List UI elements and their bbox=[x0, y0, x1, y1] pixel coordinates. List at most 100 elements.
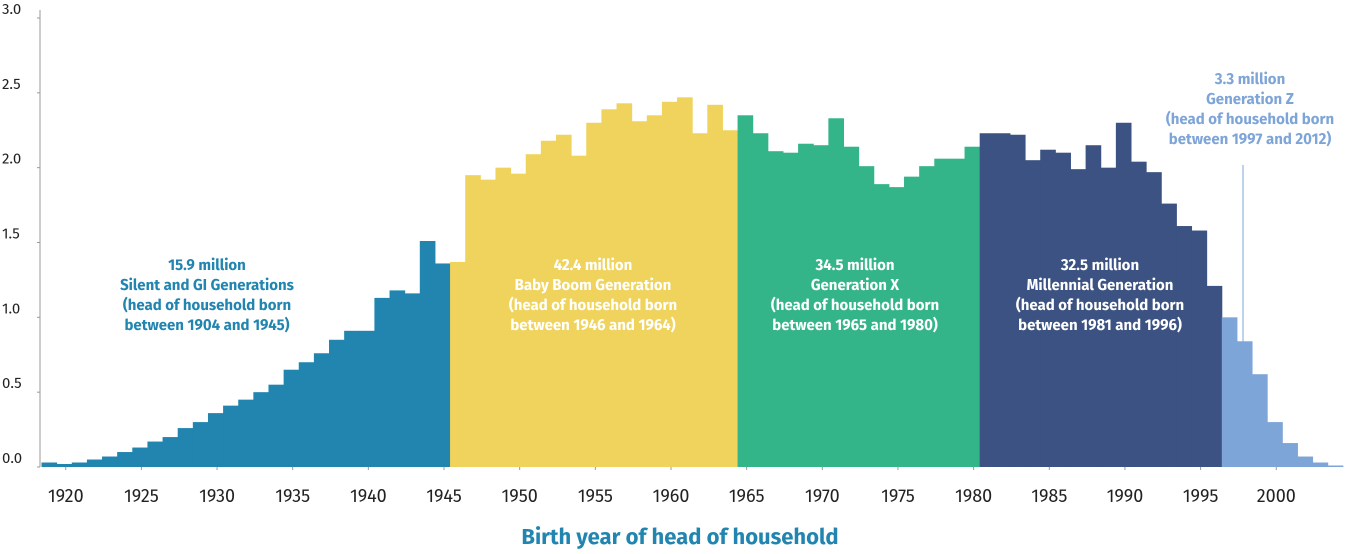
annotation: 32.5 million bbox=[1060, 256, 1139, 274]
bar bbox=[434, 263, 451, 467]
x-tick-label: 1990 bbox=[1107, 485, 1144, 507]
bar bbox=[525, 154, 542, 468]
annotation: (head of household born bbox=[771, 296, 939, 314]
x-tick-label: 1950 bbox=[502, 485, 538, 507]
y-tick-label: 0.0 bbox=[2, 449, 22, 467]
annotation: (head of household born bbox=[123, 296, 291, 314]
bar bbox=[828, 118, 844, 467]
bar bbox=[56, 464, 73, 467]
bar bbox=[873, 184, 890, 467]
x-tick-label: 1925 bbox=[124, 485, 159, 507]
bar bbox=[1252, 374, 1268, 467]
bar bbox=[223, 405, 239, 467]
bar bbox=[510, 173, 527, 468]
y-tick-label: 2.5 bbox=[2, 75, 21, 93]
bar bbox=[238, 399, 254, 467]
bar bbox=[752, 133, 769, 467]
bar bbox=[1176, 226, 1193, 467]
bar bbox=[1206, 285, 1223, 467]
annotation: between 1904 and 1945) bbox=[124, 316, 289, 334]
bar bbox=[1312, 462, 1329, 467]
bar bbox=[919, 166, 935, 468]
annotation: 3.3 million bbox=[1214, 70, 1285, 88]
annotation: between 1946 and 1964) bbox=[510, 316, 675, 334]
annotation: 15.9 million bbox=[168, 256, 246, 274]
bar bbox=[1025, 160, 1041, 467]
annotation: (head of household born bbox=[1166, 110, 1334, 128]
annotation: 34.5 million bbox=[814, 256, 894, 274]
bar bbox=[117, 452, 133, 467]
bar bbox=[616, 103, 633, 467]
bar bbox=[722, 130, 739, 467]
bar bbox=[253, 392, 269, 467]
bar bbox=[782, 152, 799, 467]
bar bbox=[344, 330, 360, 467]
bar bbox=[329, 339, 345, 467]
annotation: (head of household born bbox=[1016, 296, 1184, 314]
annotation: Silent and GI Generations bbox=[120, 276, 294, 294]
bar bbox=[1191, 230, 1208, 467]
bar bbox=[1282, 443, 1298, 467]
bar bbox=[298, 362, 315, 467]
bar bbox=[419, 241, 436, 467]
bar bbox=[1130, 161, 1147, 467]
bar bbox=[71, 462, 88, 467]
y-tick-label: 0.5 bbox=[2, 374, 22, 392]
x-axis-label: Birth year of head of household bbox=[521, 523, 838, 550]
x-tick-label: 1930 bbox=[199, 485, 235, 507]
bar bbox=[646, 115, 663, 468]
bar bbox=[495, 167, 512, 467]
bar bbox=[1070, 169, 1087, 467]
annotation: Generation X bbox=[811, 276, 900, 294]
bar bbox=[571, 155, 587, 467]
x-tick-label: 1920 bbox=[48, 485, 84, 507]
bar bbox=[813, 145, 829, 467]
bar bbox=[359, 330, 375, 467]
x-tick-label: 1980 bbox=[955, 485, 992, 507]
bar bbox=[404, 293, 421, 467]
bar bbox=[450, 261, 466, 467]
bar bbox=[888, 187, 905, 467]
bar bbox=[1327, 465, 1344, 467]
y-tick-label: 1.5 bbox=[2, 224, 20, 242]
bar bbox=[207, 413, 224, 467]
bar bbox=[147, 441, 164, 467]
bar bbox=[192, 422, 209, 467]
annotation: Baby Boom Generation bbox=[515, 276, 672, 294]
x-tick-label: 1940 bbox=[350, 485, 387, 507]
bar bbox=[858, 166, 875, 468]
bar bbox=[268, 384, 285, 467]
bar bbox=[1040, 149, 1056, 467]
annotation: Millennial Generation bbox=[1027, 276, 1174, 294]
x-tick-label: 1995 bbox=[1183, 485, 1219, 507]
bar bbox=[1297, 456, 1314, 467]
bar bbox=[1085, 145, 1102, 467]
y-tick-label: 2.0 bbox=[2, 150, 21, 168]
bar bbox=[1115, 122, 1132, 468]
bar bbox=[964, 146, 981, 468]
bar bbox=[677, 97, 693, 467]
annotation: between 1997 and 2012) bbox=[1169, 130, 1332, 148]
bar bbox=[994, 133, 1011, 467]
bar bbox=[1009, 134, 1026, 468]
annotation: Generation Z bbox=[1206, 90, 1294, 108]
annotation: (head of household born bbox=[509, 296, 677, 314]
bar bbox=[1221, 317, 1238, 467]
bar bbox=[631, 121, 648, 468]
annotation: between 1981 and 1996) bbox=[1018, 316, 1182, 334]
bar bbox=[41, 462, 58, 467]
x-tick-label: 1965 bbox=[729, 485, 765, 507]
bar bbox=[283, 369, 300, 467]
bar bbox=[555, 134, 572, 468]
bar bbox=[661, 101, 678, 468]
bar bbox=[707, 104, 723, 467]
bar bbox=[465, 175, 481, 467]
bar bbox=[1100, 167, 1117, 467]
bar bbox=[979, 133, 996, 467]
x-tick-label: 1935 bbox=[275, 485, 310, 507]
bar bbox=[692, 133, 708, 467]
bar bbox=[1146, 172, 1162, 467]
bar bbox=[601, 109, 618, 468]
bar bbox=[737, 115, 754, 468]
